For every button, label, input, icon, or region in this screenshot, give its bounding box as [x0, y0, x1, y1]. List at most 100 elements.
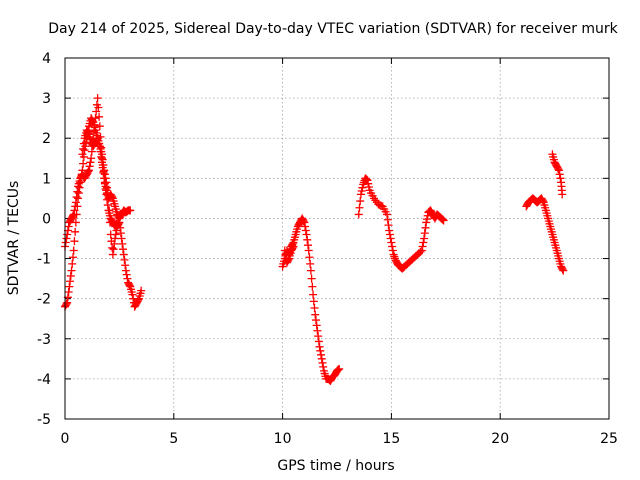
- data-point: [308, 282, 317, 291]
- data-point: [66, 277, 75, 286]
- data-point: [422, 215, 431, 224]
- y-tick-label: -2: [37, 292, 51, 308]
- data-point: [103, 195, 112, 204]
- data-point: [364, 183, 373, 192]
- data-point: [439, 216, 448, 225]
- data-point: [306, 266, 315, 275]
- axis-ticks: [64, 57, 610, 420]
- data-point: [317, 354, 326, 363]
- data-point: [87, 147, 96, 156]
- data-point: [314, 332, 323, 341]
- data-point: [86, 158, 95, 167]
- data-point: [61, 238, 70, 247]
- y-tick-label: 3: [42, 91, 51, 107]
- data-point: [71, 218, 80, 227]
- data-point: [318, 358, 327, 367]
- data-point: [289, 242, 298, 251]
- y-tick-label: -1: [37, 252, 51, 268]
- data-point: [384, 221, 393, 230]
- data-point: [319, 362, 328, 371]
- data-point: [417, 246, 426, 255]
- data-point: [119, 250, 128, 259]
- data-point: [420, 229, 429, 238]
- data-point: [74, 194, 83, 203]
- data-point: [71, 198, 80, 207]
- data-point: [93, 94, 102, 103]
- data-point: [312, 321, 321, 330]
- data-point: [125, 281, 134, 290]
- data-point: [134, 296, 143, 305]
- data-point: [68, 253, 77, 262]
- data-point: [438, 215, 447, 224]
- data-point: [79, 159, 88, 168]
- data-point: [313, 326, 322, 335]
- data-point: [113, 218, 122, 227]
- data-point: [311, 310, 320, 319]
- data-point: [356, 197, 365, 206]
- data-point: [64, 222, 73, 231]
- data-point: [388, 246, 397, 255]
- data-point: [103, 189, 112, 198]
- data-point: [103, 201, 112, 210]
- data-point: [92, 107, 101, 116]
- data-point: [303, 235, 312, 244]
- data-point: [71, 227, 80, 236]
- data-point: [121, 266, 130, 275]
- data-point: [558, 190, 567, 199]
- x-axis-label: GPS time / hours: [277, 458, 394, 474]
- data-point: [387, 238, 396, 247]
- y-axis-label: SDTVAR / TECUs: [6, 181, 22, 296]
- data-point: [420, 234, 429, 243]
- data-point: [87, 154, 96, 163]
- data-points: [61, 94, 568, 385]
- data-point: [118, 239, 127, 248]
- y-tick-label: 2: [42, 131, 51, 147]
- data-point: [108, 193, 117, 202]
- y-tick-label: -5: [37, 412, 51, 428]
- data-point: [102, 190, 111, 199]
- data-point: [309, 297, 318, 306]
- data-point: [390, 252, 399, 261]
- x-tick-label: 25: [600, 431, 618, 447]
- data-point: [386, 234, 395, 243]
- data-point: [97, 158, 106, 167]
- data-point: [79, 139, 88, 148]
- data-point: [116, 229, 125, 238]
- x-tick-label: 20: [491, 431, 509, 447]
- tick-labels: 0 5 10 15 20 25 -5 -4 -3 -2 -1 0 1 2 3 4: [37, 51, 618, 447]
- data-point: [67, 266, 76, 275]
- data-point: [306, 259, 315, 268]
- data-point: [303, 241, 312, 250]
- data-point: [101, 185, 110, 194]
- data-point: [556, 174, 565, 183]
- data-point: [362, 175, 371, 184]
- data-point: [100, 170, 109, 179]
- data-point: [554, 164, 563, 173]
- data-point: [419, 238, 428, 247]
- data-point: [78, 166, 87, 175]
- data-point: [123, 274, 132, 283]
- data-point: [314, 337, 323, 346]
- data-point: [121, 261, 130, 270]
- data-point: [84, 167, 93, 176]
- data-point: [364, 179, 373, 188]
- data-point: [77, 170, 86, 179]
- data-point: [357, 187, 366, 196]
- data-point: [110, 239, 119, 248]
- data-point: [100, 174, 109, 183]
- data-point: [92, 135, 101, 144]
- data-point: [68, 211, 77, 220]
- data-point: [383, 215, 392, 224]
- data-point: [555, 170, 564, 179]
- y-tick-label: -4: [37, 372, 51, 388]
- data-point: [85, 162, 94, 171]
- data-point: [70, 237, 79, 246]
- data-point: [64, 287, 73, 296]
- data-point: [284, 255, 293, 264]
- data-point: [88, 116, 97, 125]
- data-point: [418, 242, 427, 251]
- data-point: [75, 183, 84, 192]
- data-point: [99, 168, 108, 177]
- data-point: [95, 142, 104, 151]
